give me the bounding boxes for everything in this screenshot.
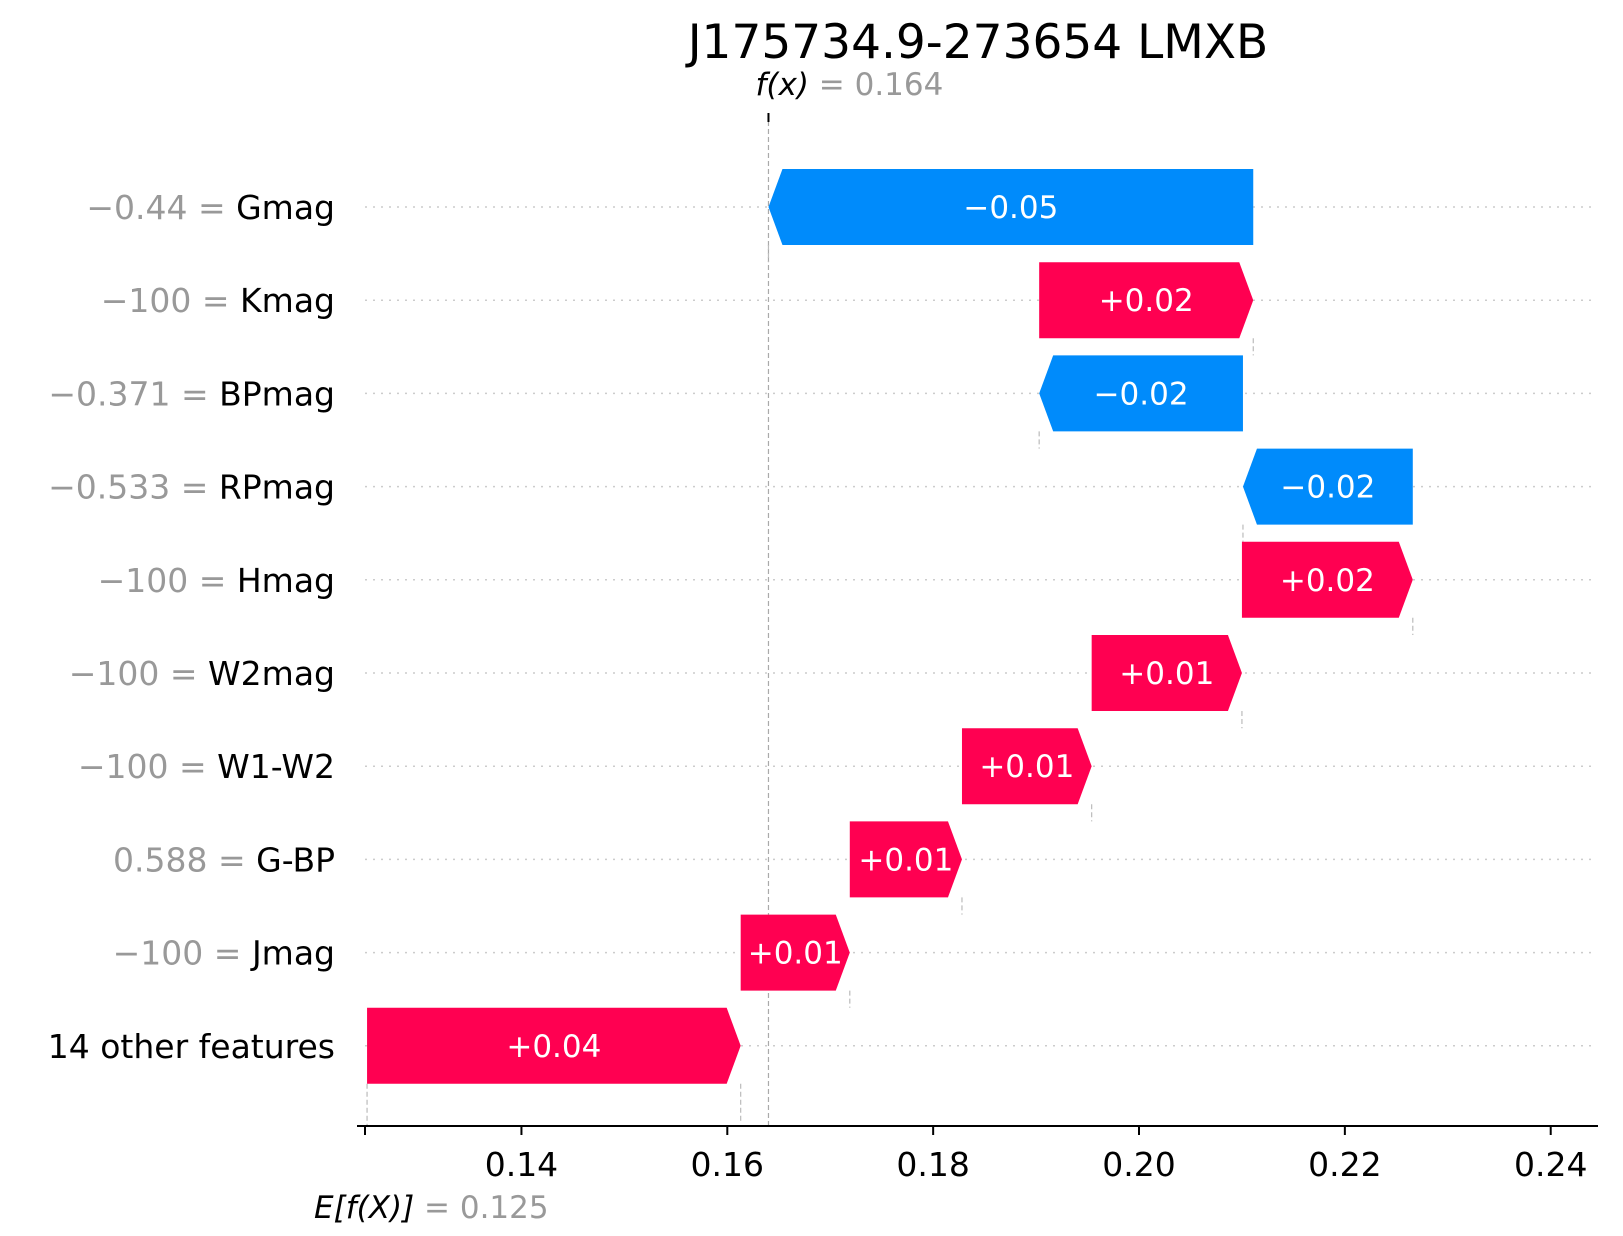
feature-label: −0.44 = Gmag bbox=[86, 188, 335, 227]
feature-value: 0.588 bbox=[113, 840, 207, 879]
equals-sign: = bbox=[159, 654, 208, 693]
feature-label: −100 = Hmag bbox=[98, 561, 335, 600]
base-annotation: E[f(X)] = 0.125 bbox=[314, 1190, 549, 1226]
feature-label: 0.588 = G-BP bbox=[113, 840, 335, 879]
fx-name: f(x) bbox=[755, 67, 808, 103]
feature-name: Hmag bbox=[237, 561, 335, 600]
chart-title: J175734.9-273654 LMXB bbox=[685, 15, 1269, 70]
bar-value-label: +0.04 bbox=[506, 1029, 601, 1065]
row-gridlines bbox=[365, 206, 1596, 1047]
contribution-bar bbox=[961, 728, 1092, 805]
bar-value-label: +0.01 bbox=[979, 749, 1074, 785]
base-name: E[f(X)] bbox=[314, 1190, 414, 1226]
contribution-bar bbox=[1039, 262, 1254, 339]
feature-value: −0.371 bbox=[48, 374, 170, 413]
bar-value-label: +0.02 bbox=[1280, 563, 1375, 599]
x-tick-label: 0.14 bbox=[485, 1145, 558, 1184]
equals-sign: = bbox=[188, 561, 237, 600]
bar-value-label: +0.01 bbox=[858, 842, 953, 878]
feature-label: −100 = Kmag bbox=[101, 281, 335, 320]
contribution-bar bbox=[1242, 448, 1413, 525]
feature-label: 14 other features bbox=[48, 1027, 335, 1066]
bar-value-label: +0.02 bbox=[1099, 283, 1194, 319]
bar-value-label: +0.01 bbox=[748, 936, 843, 972]
bar-value-label: −0.02 bbox=[1094, 376, 1189, 412]
contribution-bar bbox=[740, 914, 850, 991]
feature-value: −100 bbox=[69, 654, 160, 693]
feature-name: Jmag bbox=[250, 934, 335, 973]
feature-name: W1-W2 bbox=[217, 747, 335, 786]
feature-label: −100 = Jmag bbox=[113, 934, 335, 973]
contribution-bars: −0.05 +0.02 −0.02 −0.02 +0.02 +0.01 +0.01 +0.01… bbox=[367, 169, 1413, 1084]
bar-value-label: +0.01 bbox=[1119, 656, 1214, 692]
feature-label: −100 = W1-W2 bbox=[78, 747, 335, 786]
x-tick-label: 0.18 bbox=[896, 1145, 969, 1184]
feature-value: −100 bbox=[113, 934, 204, 973]
feature-name: BPmag bbox=[219, 374, 335, 413]
annotations: f(x) = 0.164 E[f(X)] = 0.125 bbox=[314, 67, 943, 1226]
equals-sign: = bbox=[171, 374, 220, 413]
feature-name: Kmag bbox=[240, 281, 335, 320]
fx-equals: = bbox=[809, 67, 855, 103]
contribution-bar bbox=[1091, 635, 1242, 711]
equals-sign: = bbox=[187, 188, 236, 227]
equals-sign: = bbox=[169, 747, 218, 786]
contribution-bar bbox=[768, 169, 1254, 245]
feature-value: −0.533 bbox=[48, 468, 170, 507]
feature-label: −0.371 = BPmag bbox=[48, 374, 335, 413]
contribution-bar bbox=[849, 821, 962, 898]
equals-sign: = bbox=[208, 840, 257, 879]
contribution-bar bbox=[1039, 355, 1243, 432]
feature-name: Gmag bbox=[236, 188, 335, 227]
feature-value: −100 bbox=[98, 561, 189, 600]
feature-value: −0.44 bbox=[86, 188, 187, 227]
fx-value: 0.164 bbox=[855, 67, 944, 103]
feature-labels: −0.44 = Gmag−100 = Kmag−0.371 = BPmag−0.… bbox=[48, 188, 335, 1066]
contribution-bar bbox=[1241, 541, 1413, 618]
feature-value: −100 bbox=[78, 747, 169, 786]
equals-sign: = bbox=[203, 934, 252, 973]
feature-label: −100 = W2mag bbox=[69, 654, 335, 693]
feature-name: RPmag bbox=[219, 468, 335, 507]
bar-value-label: −0.05 bbox=[963, 190, 1058, 226]
x-tick-label: 0.20 bbox=[1102, 1145, 1175, 1184]
feature-name: G-BP bbox=[256, 840, 335, 879]
bar-value-label: −0.02 bbox=[1280, 470, 1375, 506]
equals-sign: = bbox=[191, 281, 240, 320]
fx-annotation: f(x) = 0.164 bbox=[755, 67, 943, 103]
feature-name: 14 other features bbox=[48, 1027, 335, 1066]
contribution-bar bbox=[367, 1007, 741, 1084]
base-value: 0.125 bbox=[460, 1190, 549, 1226]
feature-name: W2mag bbox=[208, 654, 335, 693]
connector-lines bbox=[366, 113, 1414, 1126]
feature-label: −0.533 = RPmag bbox=[48, 468, 335, 507]
x-tick-label: 0.24 bbox=[1514, 1145, 1587, 1184]
feature-value: −100 bbox=[101, 281, 192, 320]
x-tick-label: 0.22 bbox=[1308, 1145, 1381, 1184]
x-tick-label: 0.16 bbox=[691, 1145, 764, 1184]
equals-sign: = bbox=[170, 468, 219, 507]
base-equals: = bbox=[414, 1190, 460, 1226]
x-axis: 0.14 0.16 0.18 0.20 0.22 0.24 bbox=[357, 1125, 1598, 1184]
